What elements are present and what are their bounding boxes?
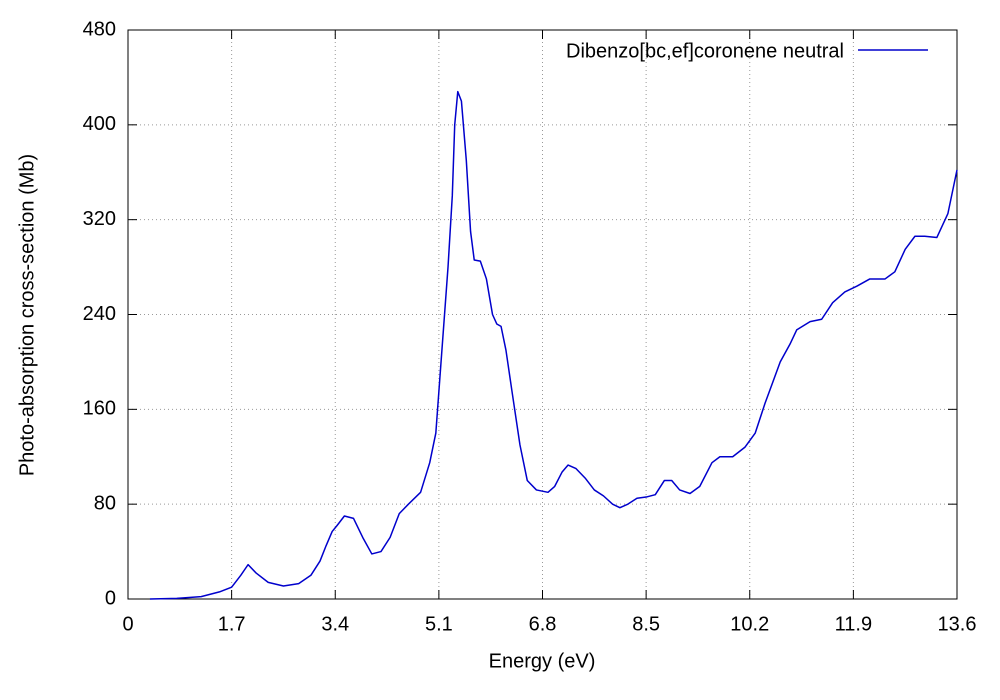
x-tick-label: 5.1 — [425, 613, 453, 635]
y-tick-label: 80 — [94, 492, 116, 514]
x-axis-label: Energy (eV) — [489, 650, 596, 672]
legend-label: Dibenzo[bc,ef]coronene neutral — [566, 40, 844, 62]
x-tick-label: 3.4 — [321, 613, 349, 635]
x-tick-label: 6.8 — [529, 613, 557, 635]
x-tick-label: 11.9 — [835, 613, 872, 635]
y-axis-label: Photo-absorption cross-section (Mb) — [16, 154, 38, 476]
y-tick-label: 480 — [83, 18, 116, 40]
x-tick-label: 8.5 — [632, 613, 660, 635]
y-tick-label: 0 — [105, 587, 116, 609]
x-tick-label: 10.2 — [730, 613, 769, 635]
y-tick-label: 320 — [83, 208, 116, 230]
y-tick-label: 240 — [83, 303, 116, 325]
x-tick-label: 13.6 — [938, 613, 977, 635]
x-tick-label: 1.7 — [218, 613, 246, 635]
y-tick-label: 400 — [83, 113, 116, 135]
x-tick-label: 0 — [122, 613, 133, 635]
y-tick-label: 160 — [83, 398, 116, 420]
data-line — [149, 90, 958, 600]
